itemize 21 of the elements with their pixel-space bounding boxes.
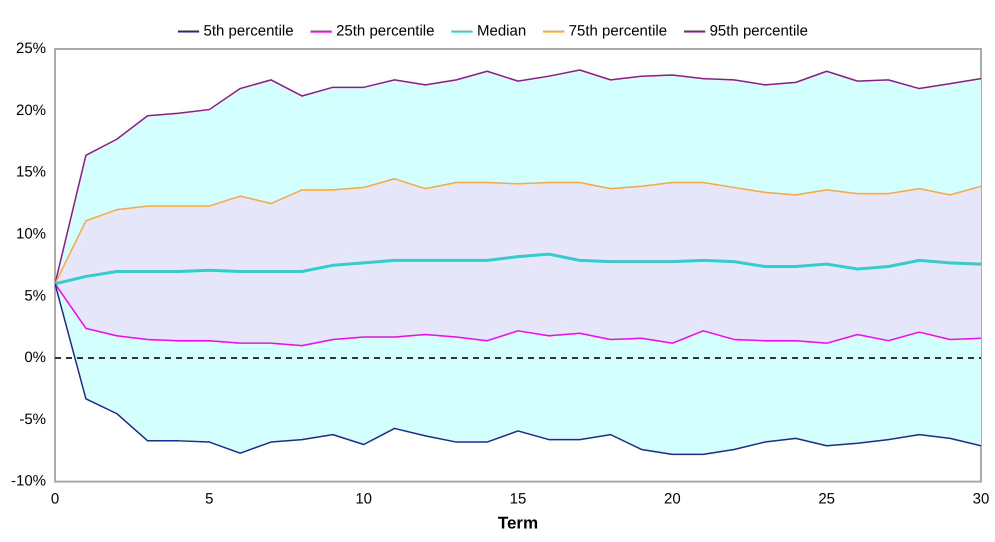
y-tick-label: 5% bbox=[24, 287, 46, 304]
legend-label: 25th percentile bbox=[336, 22, 434, 40]
legend-label: 95th percentile bbox=[710, 22, 808, 40]
x-tick-label: 10 bbox=[355, 490, 372, 508]
y-tick-label: 20% bbox=[16, 102, 46, 119]
y-tick-label: 15% bbox=[16, 164, 46, 181]
x-tick-label: 15 bbox=[510, 490, 526, 508]
x-tick-label: 5 bbox=[205, 490, 214, 508]
y-tick-label: -5% bbox=[19, 410, 46, 428]
x-tick-label: 20 bbox=[664, 490, 681, 508]
y-tick-label: 10% bbox=[16, 226, 46, 243]
legend-label: 75th percentile bbox=[568, 22, 668, 40]
x-tick-label: 30 bbox=[972, 490, 990, 508]
y-tick-label: -10% bbox=[10, 472, 46, 490]
legend-label: 5th percentile bbox=[204, 22, 294, 40]
x-tick-label: 25 bbox=[818, 490, 836, 508]
legend-label: Median bbox=[476, 22, 526, 40]
x-tick-label: 0 bbox=[50, 490, 60, 508]
y-tick-label: 0% bbox=[24, 349, 46, 366]
x-axis-title: Term bbox=[498, 513, 538, 532]
y-tick-label: 25% bbox=[16, 40, 46, 58]
